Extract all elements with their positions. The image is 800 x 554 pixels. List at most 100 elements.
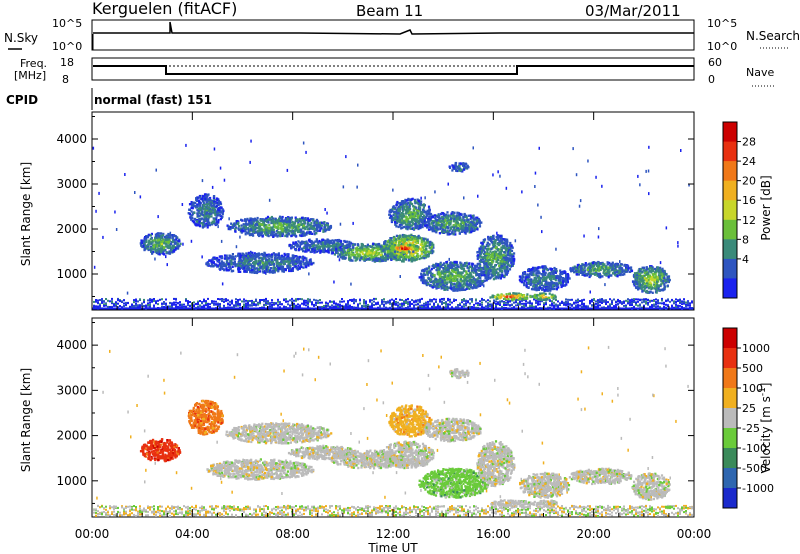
power-ground-cell — [427, 300, 429, 303]
power-ground-cell — [449, 303, 451, 306]
power-echo-cell — [300, 263, 303, 266]
power-echo-cell — [278, 217, 281, 220]
power-echo-cell — [277, 230, 280, 234]
power-echo-cell — [427, 252, 430, 256]
power-echo-cell — [386, 243, 389, 246]
power-ground-cell — [173, 301, 175, 304]
power-echo-cell — [251, 271, 254, 274]
power-ground-cell — [515, 304, 517, 307]
power-echo-cell — [156, 241, 159, 245]
power-ground-cell — [649, 305, 651, 308]
power-ground-cell — [175, 303, 177, 306]
power-ground-cell — [443, 298, 445, 301]
power-ground-cell — [285, 306, 287, 308]
power-ground-cell — [647, 303, 649, 306]
power-echo-cell — [300, 240, 304, 243]
power-ground-cell — [315, 302, 317, 305]
power-echo-cell — [390, 255, 393, 258]
power-ground-cell — [479, 304, 481, 307]
power-ground-cell — [373, 304, 375, 306]
power-echo-cell — [155, 251, 158, 255]
power-echo-cell — [321, 244, 325, 247]
power-echo-cell — [196, 214, 200, 218]
power-scatter-cell — [169, 231, 172, 235]
power-echo-cell — [188, 212, 191, 216]
power-echo-cell — [194, 201, 197, 205]
power-echo-cell — [309, 226, 312, 229]
power-echo-cell — [278, 231, 281, 234]
power-echo-cell — [217, 213, 220, 217]
power-ground-cell — [659, 306, 661, 309]
power-echo-cell — [290, 244, 294, 247]
power-echo-cell — [420, 248, 423, 251]
power-ground-cell — [263, 298, 265, 301]
power-ground-cell — [115, 301, 117, 304]
power-echo-cell — [234, 264, 237, 268]
power-echo-cell — [208, 197, 211, 201]
power-echo-cell — [248, 219, 251, 222]
power-echo-cell — [345, 253, 348, 256]
power-echo-cell — [143, 240, 146, 244]
power-echo-cell — [164, 249, 167, 252]
power-echo-cell — [306, 246, 309, 249]
power-ground-cell — [595, 302, 597, 305]
power-echo-cell — [238, 253, 241, 256]
power-ground-cell — [607, 305, 609, 308]
power-echo-cell — [162, 248, 165, 251]
power-ground-cell — [105, 298, 107, 300]
power-echo-cell — [343, 250, 346, 254]
power-echo-cell — [237, 253, 240, 256]
beam-title: Beam 11 — [356, 2, 423, 20]
power-scatter-cell — [665, 226, 668, 230]
power-ground-cell — [517, 304, 519, 307]
power-echo-cell — [250, 258, 253, 261]
power-echo-cell — [201, 223, 205, 226]
power-ground-cell — [209, 303, 211, 306]
power-ground-cell — [577, 299, 579, 302]
power-ground-cell — [333, 302, 335, 305]
power-ground-cell — [553, 301, 555, 304]
power-ground-cell — [247, 306, 249, 309]
power-echo-cell — [378, 251, 381, 255]
power-ground-cell — [425, 306, 427, 309]
power-ground-cell — [651, 299, 653, 302]
power-echo-cell — [244, 270, 247, 273]
power-echo-cell — [218, 260, 221, 263]
power-ground-cell — [341, 298, 343, 300]
power-echo-cell — [399, 256, 402, 259]
power-echo-cell — [251, 228, 254, 232]
power-scatter-cell — [286, 168, 289, 172]
power-echo-cell — [176, 245, 179, 248]
power-echo-cell — [204, 208, 207, 212]
power-ground-cell — [627, 302, 629, 305]
power-echo-cell — [315, 218, 319, 222]
power-ground-cell — [107, 299, 109, 302]
power-echo-cell — [192, 221, 195, 224]
power-ground-cell — [173, 297, 175, 300]
power-echo-cell — [169, 242, 173, 246]
power-ground-cell — [691, 301, 693, 304]
power-echo-cell — [251, 232, 254, 236]
power-ground-cell — [409, 301, 411, 304]
power-echo-cell — [393, 250, 396, 253]
power-echo-cell — [151, 240, 154, 244]
power-ground-cell — [471, 300, 473, 303]
power-echo-cell — [326, 224, 329, 227]
power-ground-cell — [611, 303, 613, 305]
power-ground-cell — [635, 298, 637, 301]
power-echo-cell — [295, 218, 298, 221]
power-echo-cell — [162, 252, 165, 255]
power-echo-cell — [299, 220, 302, 223]
power-echo-cell — [413, 235, 416, 238]
power-echo-cell — [219, 202, 223, 206]
power-ground-cell — [235, 300, 237, 303]
power-echo-cell — [301, 247, 304, 251]
power-ground-cell — [371, 302, 373, 305]
power-echo-cell — [215, 258, 218, 261]
power-echo-cell — [245, 219, 248, 223]
power-ground-cell — [453, 300, 455, 302]
power-echo-cell — [302, 266, 305, 269]
power-ground-cell — [625, 299, 627, 302]
power-echo-cell — [210, 221, 213, 225]
